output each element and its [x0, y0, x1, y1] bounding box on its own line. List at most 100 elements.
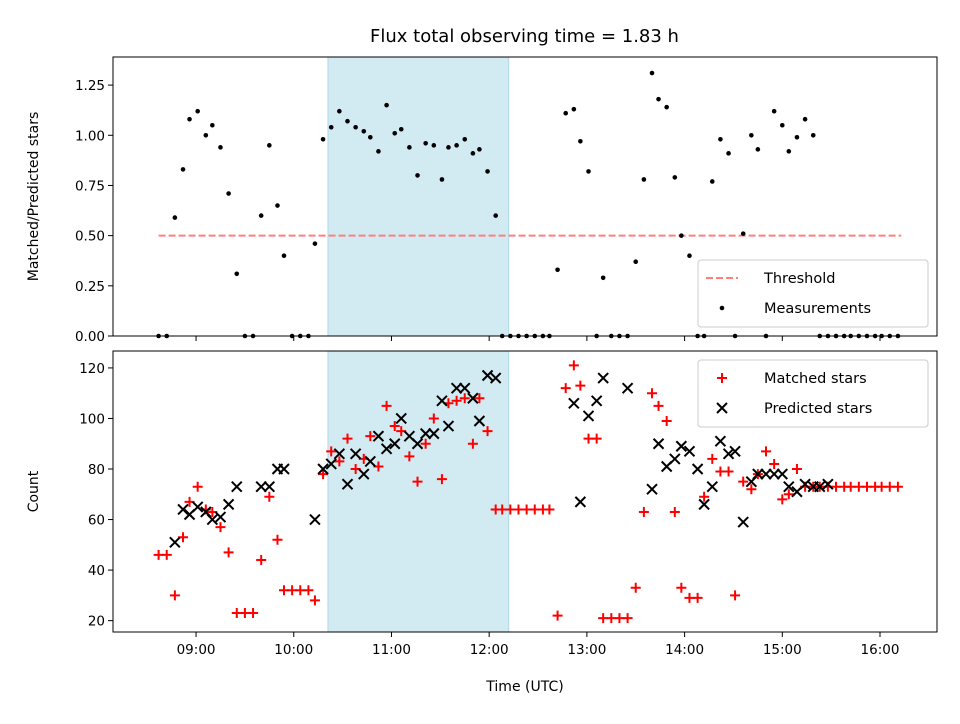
ratio-panel: 0.00 0.25 0.50 0.75 1.00 1.25 Matched/Predicte… — [26, 56, 938, 345]
data-point — [578, 139, 583, 144]
data-point — [707, 453, 718, 464]
data-point — [698, 498, 710, 511]
data-point — [669, 453, 681, 465]
x-tick-label: 12:00 — [470, 642, 509, 658]
data-point — [376, 149, 381, 154]
observing-span — [327, 56, 510, 337]
data-point — [591, 433, 602, 444]
data-point — [267, 143, 272, 148]
data-point — [436, 395, 448, 407]
data-point — [180, 167, 186, 172]
data-point — [568, 397, 580, 410]
data-point — [272, 534, 283, 545]
data-point — [467, 438, 478, 449]
data-point — [177, 503, 189, 516]
data-point — [730, 590, 741, 601]
x-axis-label: Time (UTC) — [485, 679, 563, 695]
data-point — [365, 431, 376, 442]
data-point — [769, 458, 780, 469]
data-point — [621, 382, 634, 394]
data-point — [552, 610, 563, 621]
data-point — [446, 145, 451, 150]
data-point — [309, 513, 321, 526]
data-point — [474, 393, 485, 404]
data-point — [380, 443, 393, 455]
data-point — [656, 96, 661, 102]
data-point — [341, 478, 354, 490]
data-point — [342, 433, 353, 444]
data-point — [210, 122, 215, 128]
data-point — [364, 455, 377, 468]
data-point — [450, 382, 463, 394]
data-point — [555, 267, 560, 273]
x-tick-label: 11:00 — [372, 642, 411, 658]
data-point — [768, 468, 780, 480]
data-point — [328, 124, 334, 130]
data-point — [407, 145, 412, 150]
data-point — [575, 380, 586, 391]
data-point — [482, 426, 493, 437]
data-point — [783, 480, 795, 493]
data-point — [738, 476, 749, 487]
count-panel: 20 40 60 80 100 120 09:00 10:00 11:00 12:00 13:00 1… — [26, 350, 938, 695]
data-point — [560, 383, 571, 394]
data-point — [312, 241, 318, 246]
legend-label: Predicted stars — [764, 401, 872, 417]
data-point — [590, 395, 603, 407]
x-tick-label: 13:00 — [567, 642, 606, 658]
data-point — [647, 388, 658, 399]
data-point — [571, 106, 577, 112]
data-point — [718, 136, 723, 142]
data-point — [395, 412, 407, 425]
data-point — [794, 134, 800, 140]
data-point — [761, 446, 772, 457]
data-point — [892, 481, 903, 492]
data-point — [582, 410, 595, 422]
data-point — [489, 372, 502, 384]
data-point — [470, 151, 476, 156]
data-point — [706, 480, 718, 493]
data-point — [568, 360, 579, 371]
data-point — [776, 468, 789, 480]
data-point — [755, 147, 761, 152]
data-point — [783, 489, 794, 500]
data-point — [442, 420, 455, 432]
data-point — [691, 463, 704, 475]
y-tick-label: 0.00 — [75, 329, 105, 345]
x-tick-label: 09:00 — [177, 642, 216, 658]
x-tick-label: 15:00 — [763, 642, 802, 658]
data-point — [459, 393, 470, 404]
data-point — [771, 108, 777, 114]
data-point — [600, 275, 606, 281]
legend: Threshold Measurements — [697, 259, 929, 328]
data-point — [226, 191, 231, 196]
legend-swatch — [716, 402, 728, 414]
data-point — [641, 177, 647, 182]
chart-title: Flux total observing time = 1.83 h — [370, 26, 679, 47]
data-point — [206, 513, 219, 526]
data-point — [223, 547, 234, 558]
data-point — [485, 169, 490, 174]
data-point — [191, 501, 204, 513]
y-tick-label: 0.25 — [75, 279, 105, 295]
data-point — [726, 151, 731, 156]
data-point — [326, 446, 337, 457]
y-axis-label: Count — [26, 470, 42, 512]
legend-label: Matched stars — [764, 371, 867, 387]
data-point — [309, 595, 320, 606]
data-point — [544, 504, 555, 515]
data-point — [802, 116, 808, 122]
data-point — [481, 369, 494, 382]
data-point — [333, 448, 346, 460]
data-point — [187, 116, 192, 122]
y-tick-label: 0.50 — [75, 229, 105, 245]
data-point — [161, 549, 172, 560]
data-point — [325, 458, 337, 470]
data-point — [676, 582, 687, 593]
data-point — [428, 427, 440, 440]
data-point — [215, 522, 226, 533]
data-point — [473, 415, 486, 427]
data-point — [275, 203, 280, 208]
data-point — [367, 134, 373, 140]
